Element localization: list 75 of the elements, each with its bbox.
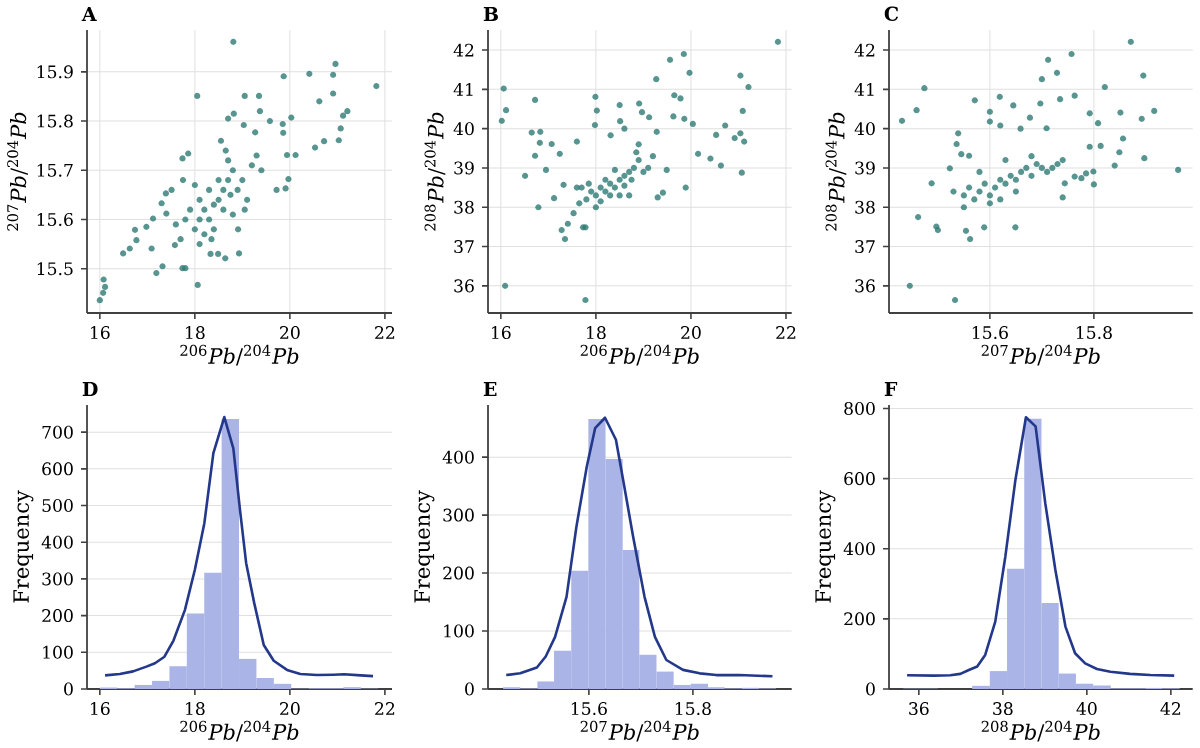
y-axis-title: $^{207}$Pb/$^{204}$Pb: [7, 112, 28, 231]
x-axis-title: $^{207}$Pb/$^{204}$Pb: [981, 344, 1100, 366]
x-tick-label: 20: [280, 326, 300, 340]
y-tick-label: 38: [454, 200, 474, 214]
x-tick-label: 38: [993, 702, 1013, 716]
x-tick-label: 36: [909, 702, 929, 716]
x-tick-label: 22: [776, 326, 796, 339]
y-tick-label: 15.5: [37, 262, 73, 276]
y-tick-label: 200: [844, 612, 875, 626]
x-axis-title: $^{206}$Pb/$^{204}$Pb: [180, 344, 299, 366]
y-tick-label: 39: [855, 161, 875, 175]
y-tick-label: 36: [855, 279, 875, 293]
y-tick-label: 400: [843, 542, 875, 556]
x-tick-label: 20: [681, 326, 701, 340]
y-tick-label: 100: [43, 645, 73, 659]
x-tick-label: 16: [492, 326, 511, 340]
x-tick-label: 42: [1160, 702, 1181, 715]
x-tick-label: 16: [90, 326, 110, 340]
chart-title: D: [82, 382, 98, 396]
y-tick-label: 36: [454, 279, 474, 293]
x-axis-title: $^{206}$Pb/$^{204}$Pb: [180, 720, 299, 742]
y-tick-label: 0: [64, 682, 73, 696]
chart-title: A: [81, 7, 97, 21]
y-tick-label: 15.7: [37, 163, 73, 177]
y-tick-label: 0: [465, 682, 474, 696]
y-tick-label: 40: [854, 122, 875, 136]
y-tick-label: 37: [855, 240, 875, 254]
y-tick-label: 38: [855, 200, 875, 214]
chart-title: E: [483, 382, 497, 396]
y-tick-label: 42: [453, 43, 474, 57]
y-axis-title: Frequency: [414, 490, 435, 603]
y-axis-title: Frequency: [815, 490, 836, 603]
y-tick-label: 400: [442, 450, 474, 464]
y-axis-title: $^{208}$Pb/$^{204}$Pb: [825, 112, 847, 231]
x-tick-label: 16: [90, 702, 110, 716]
y-tick-label: 42: [854, 43, 875, 57]
y-tick-label: 0: [866, 682, 875, 696]
x-tick-label: 15.6: [571, 702, 607, 716]
y-tick-label: 15.6: [37, 212, 73, 226]
x-axis-title: $^{207}$Pb/$^{204}$Pb: [580, 720, 699, 742]
chart-title: B: [483, 7, 498, 21]
x-tick-label: 18: [587, 326, 606, 340]
y-tick-label: 40: [453, 122, 474, 136]
y-tick-label: 37: [454, 240, 474, 254]
y-tick-label: 400: [41, 535, 73, 549]
y-tick-label: 41: [453, 82, 473, 96]
x-axis-title: $^{208}$Pb/$^{204}$Pb: [981, 720, 1100, 742]
y-tick-label: 200: [443, 566, 474, 580]
y-axis-title: Frequency: [13, 490, 34, 603]
y-tick-label: 39: [454, 161, 474, 175]
x-tick-label: 15.6: [972, 326, 1008, 340]
y-tick-label: 700: [42, 425, 73, 439]
y-tick-label: 15.8: [37, 114, 73, 128]
x-axis-title: $^{206}$Pb/$^{204}$Pb: [580, 344, 699, 366]
y-tick-label: 600: [42, 462, 73, 476]
y-tick-label: 200: [42, 609, 73, 623]
y-tick-label: 500: [42, 499, 73, 513]
y-tick-label: 41: [854, 82, 874, 96]
y-axis-title: $^{208}$Pb/$^{204}$Pb: [424, 112, 446, 231]
y-tick-label: 100: [444, 624, 474, 638]
x-tick-label: 22: [375, 326, 395, 339]
x-tick-label: 40: [1076, 702, 1097, 716]
x-tick-label: 15.8: [1076, 326, 1112, 340]
y-tick-label: 300: [443, 508, 474, 522]
y-tick-label: 600: [844, 472, 875, 486]
x-tick-label: 15.8: [675, 702, 711, 716]
y-tick-label: 15.9: [37, 65, 73, 79]
chart-title: F: [884, 382, 898, 396]
x-tick-label: 22: [375, 702, 395, 715]
chart-title: C: [884, 6, 899, 21]
x-tick-label: 18: [186, 702, 205, 716]
x-tick-label: 20: [280, 702, 300, 716]
x-tick-label: 18: [186, 326, 205, 340]
y-tick-label: 300: [42, 572, 73, 586]
y-tick-label: 800: [844, 401, 875, 415]
